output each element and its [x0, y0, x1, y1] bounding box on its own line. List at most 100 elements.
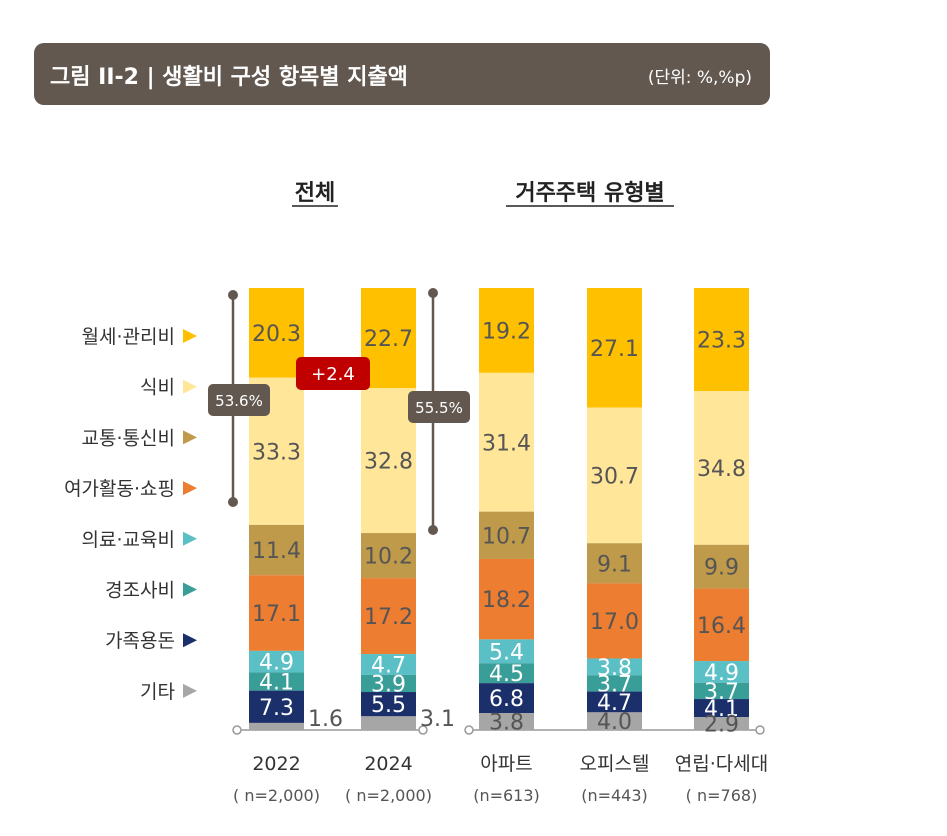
legend-label: 기타 — [140, 681, 175, 703]
bar-segment — [361, 692, 416, 717]
data-label: 4.0 — [597, 710, 632, 735]
legend-marker — [183, 633, 197, 648]
data-label: 4.5 — [489, 662, 524, 687]
bar-segment — [694, 661, 749, 683]
legend-label: 가족용돈 — [105, 630, 175, 652]
bar-segment — [694, 588, 749, 662]
bar-segment — [587, 543, 642, 584]
bar-segment — [361, 674, 416, 693]
data-label: 4.7 — [597, 691, 632, 716]
bar-segment — [479, 663, 534, 684]
category-label: 연립·다세대 — [675, 753, 768, 775]
data-label: 4.7 — [371, 653, 406, 678]
bar-segment — [249, 524, 304, 576]
bar-segment — [694, 544, 749, 589]
bar-segment — [479, 558, 534, 640]
bar-segment — [249, 722, 304, 730]
sample-size-label: ( n=2,000) — [345, 786, 432, 805]
data-label: 33.3 — [252, 440, 301, 465]
bracket-2022-label: 53.6% — [215, 392, 263, 410]
chart-header: 그림 II-2 | 생활비 구성 항목별 지출액 (단위: %,%p) — [34, 43, 770, 105]
data-label: 2.9 — [704, 713, 739, 738]
data-label: 4.9 — [704, 661, 739, 686]
data-label: 10.2 — [364, 545, 413, 570]
bracket-end-marker — [228, 290, 238, 300]
data-label: 9.1 — [597, 552, 632, 577]
section-title-by-housing: 거주주택 유형별 — [515, 181, 664, 206]
legend-marker — [183, 379, 197, 394]
bar-segment — [479, 511, 534, 559]
bar-segment — [479, 713, 534, 730]
bracket-2024-label: 55.5% — [415, 399, 463, 417]
legend-marker — [183, 430, 197, 445]
unit-label: (단위: %,%p) — [647, 68, 752, 88]
legend-label: 경조사비 — [105, 580, 175, 602]
category-label: 아파트 — [480, 753, 532, 775]
legend-label: 의료·교육비 — [82, 529, 175, 551]
sample-size-label: ( n=2,000) — [233, 786, 320, 805]
data-label: 34.8 — [697, 457, 746, 482]
legend-marker — [183, 481, 197, 496]
data-label: 30.7 — [590, 464, 639, 489]
bar-segment — [479, 372, 534, 512]
bar-segment — [249, 650, 304, 673]
baseline-end-marker — [755, 725, 765, 735]
bar-segment — [361, 388, 416, 534]
data-label: 17.0 — [590, 610, 639, 635]
data-label: 31.4 — [482, 431, 531, 456]
bar-segment — [249, 690, 304, 723]
bar-segment — [694, 288, 749, 391]
bar-segment — [694, 699, 749, 718]
data-label: 32.8 — [364, 450, 413, 475]
data-label: 4.9 — [259, 651, 294, 676]
data-label: 10.7 — [482, 524, 531, 549]
data-label: 17.2 — [364, 605, 413, 630]
bar-segment — [249, 288, 304, 378]
section-title-overall: 전체 — [295, 181, 335, 206]
bracket-end-marker — [228, 497, 238, 507]
bar-segment — [587, 407, 642, 544]
sample-size-label: ( n=768) — [686, 786, 758, 805]
legend-marker — [183, 582, 197, 597]
bar-segment — [587, 288, 642, 408]
bar-segment — [587, 583, 642, 659]
data-label: 5.4 — [489, 640, 524, 665]
bar-segment — [249, 575, 304, 651]
bar-segment — [694, 390, 749, 545]
bar-segment — [249, 672, 304, 691]
data-label: 1.6 — [308, 707, 343, 732]
sample-size-label: (n=443) — [581, 786, 648, 805]
bar-segment — [694, 682, 749, 700]
bar-segment — [694, 717, 749, 730]
change-label: +2.4 — [311, 364, 355, 385]
legend-label: 식비 — [140, 377, 175, 399]
chart-title: 그림 II-2 | 생활비 구성 항목별 지출액 — [50, 65, 408, 90]
legend-marker — [183, 531, 197, 546]
bar-segment — [361, 578, 416, 655]
data-label: 11.4 — [252, 539, 301, 564]
data-label: 20.3 — [252, 322, 301, 347]
bar-segment — [479, 639, 534, 664]
bar-segment — [587, 675, 642, 692]
bracket-end-marker — [428, 288, 438, 298]
data-label: 3.8 — [489, 711, 524, 736]
data-label: 16.4 — [697, 614, 746, 639]
data-label: 18.2 — [482, 588, 531, 613]
category-label: 2024 — [364, 753, 412, 775]
bar-segment — [361, 654, 416, 675]
bar-segment — [479, 288, 534, 373]
bracket-2022-badge — [208, 384, 270, 416]
data-label: 23.3 — [697, 328, 746, 353]
bar-segment — [361, 288, 416, 389]
bar-segment — [361, 533, 416, 579]
data-label: 7.3 — [259, 696, 294, 721]
bar-segment — [587, 658, 642, 676]
category-label: 2022 — [252, 753, 300, 775]
bar-segment — [587, 712, 642, 730]
legend-marker — [183, 683, 197, 698]
bracket-2024-badge — [408, 391, 470, 423]
legend-marker — [183, 329, 197, 343]
legend-label: 여가활동·쇼핑 — [64, 478, 175, 500]
bar-segment — [361, 716, 416, 730]
